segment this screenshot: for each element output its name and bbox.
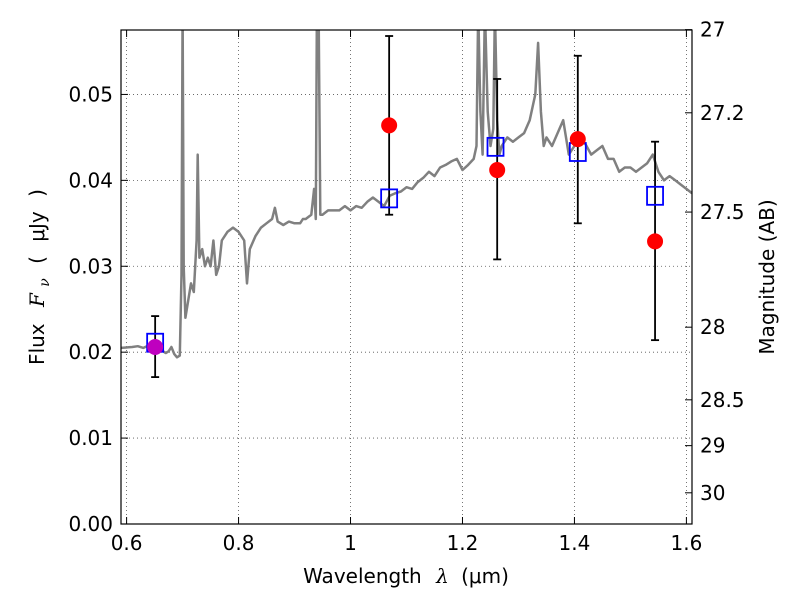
plot-frame [120,29,693,525]
y2-tick-label: 27 [700,18,725,42]
y-axis-unit: μJy [25,211,49,242]
marker-layer [146,117,664,356]
x-axis-symbol: λ [435,564,449,588]
y-tick-label: 0.04 [68,168,113,192]
observed-point [147,339,164,356]
x-tick-label: 1.4 [559,531,591,555]
x-tick-label: 1.2 [447,531,479,555]
y2-tick-label: 30 [700,481,725,505]
x-tick-label: 0.6 [111,531,143,555]
y2-tick-label: 27.2 [700,101,745,125]
y-axis-subscript: ν [37,278,53,287]
y-tick-label: 0.05 [68,82,113,106]
axis-layer: 0.6 0.8 1 1.2 1.4 1.6 0.00 0.01 0.02 0.03 0.04 0.05… [68,18,744,555]
x-tick-label: 0.8 [223,531,255,555]
y-axis-close-paren: ) [25,189,49,197]
model-square-marker [486,136,505,157]
y2-axis-title: Magnitude (AB) [755,199,779,354]
y-tick-label: 0.03 [68,254,113,278]
y-tick-label: 0.00 [68,512,113,536]
y-tick-label: 0.01 [68,426,113,450]
y2-tick-label: 29 [700,434,725,458]
observed-point [569,131,586,148]
y-axis-title: Flux F ν ( μJy ) [25,189,54,365]
x-axis-title: Wavelength λ (μm) [303,564,509,588]
y2-tick-label: 27.5 [700,200,745,224]
y2-tick-label: 28.5 [700,388,745,412]
y-axis-symbol: F [25,292,49,308]
x-axis-unit: (μm) [461,564,509,588]
y-axis-open-paren: ( [25,256,49,264]
x-tick-label: 1.6 [670,531,702,555]
plot-background [121,30,692,524]
observed-point [381,117,398,134]
y-tick-label: 0.02 [68,340,113,364]
model-square-marker [646,185,664,206]
y2-tick-label: 28 [700,315,725,339]
model-square-marker [380,188,399,209]
observed-point [489,162,506,179]
x-tick-label: 1 [344,531,357,555]
x-axis-title-prefix: Wavelength [303,564,422,588]
observed-point [647,233,664,250]
y-axis-title-prefix: Flux [25,323,49,365]
